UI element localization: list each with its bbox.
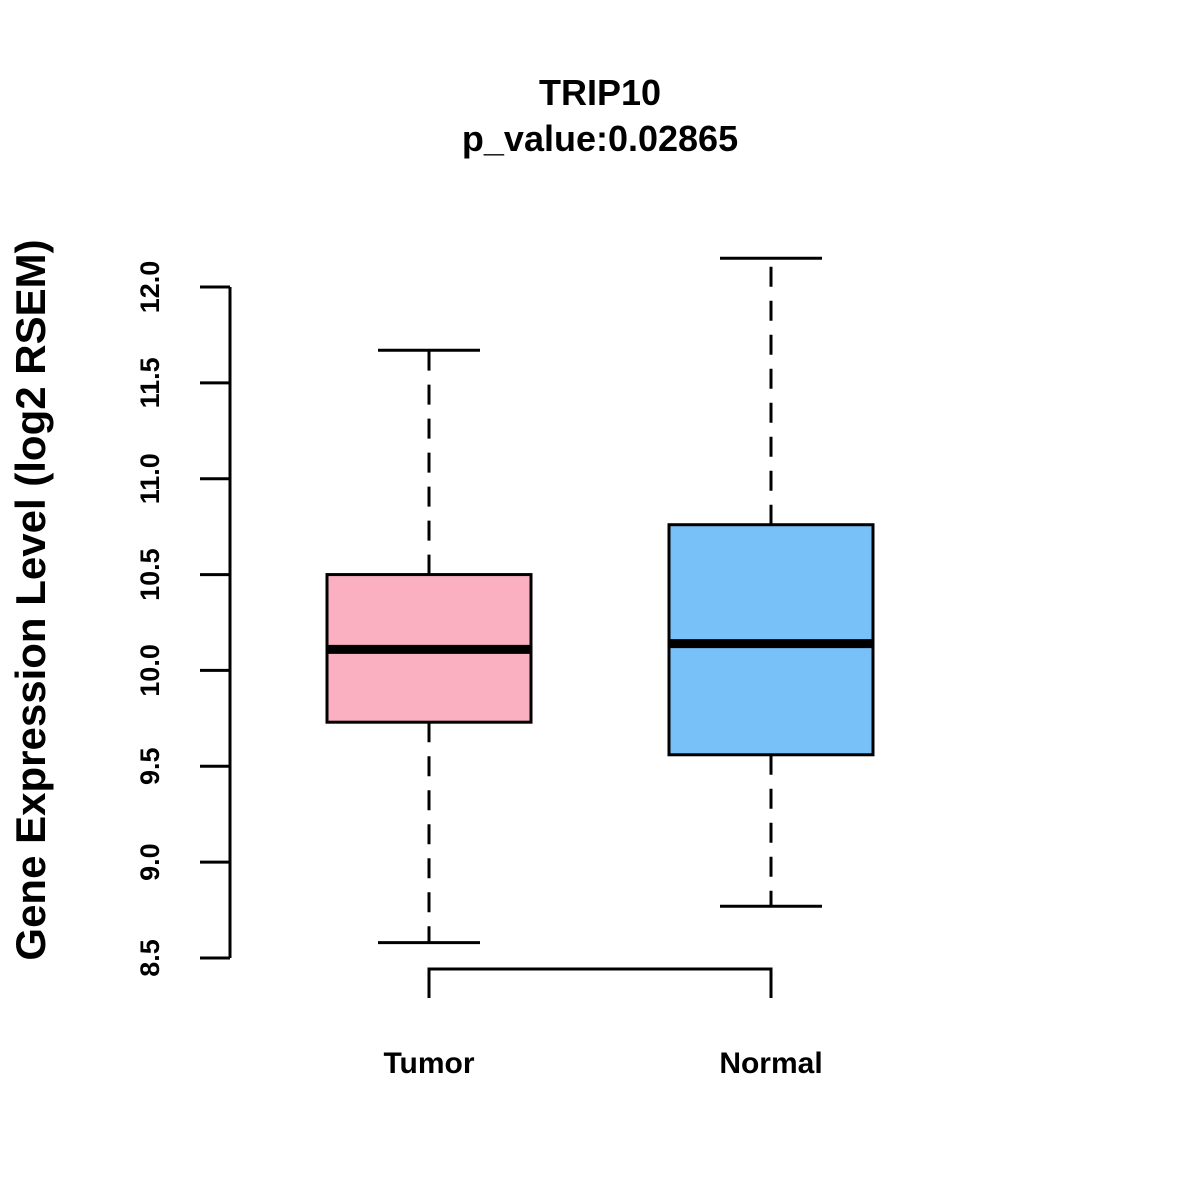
y-tick-label: 11.5 [135,357,165,408]
y-axis-ticks: 8.5 9.0 9.5 10.0 10.5 11.0 11.5 12.0 [135,261,230,977]
y-tick-label: 10.5 [135,548,165,601]
significance-bracket [427,967,773,998]
x-category-label: Normal [719,1047,822,1080]
chart-subtitle: p_value:0.02865 [462,118,738,159]
x-category-label: Tumor [383,1047,474,1080]
y-axis-label: Gene Expression Level (log2 RSEM) [7,239,54,960]
box-tumor: Tumor [325,348,533,1080]
y-tick-label: 9.0 [135,843,165,881]
y-tick-label: 9.5 [135,748,165,786]
bracket-line [427,967,773,998]
y-tick-label: 11.0 [135,453,165,504]
chart-title: TRIP10 [539,72,661,113]
boxes: Tumor Normal [325,256,875,1080]
y-tick-label: 8.5 [135,939,165,977]
box-normal: Normal [667,256,875,1080]
y-tick-label: 10.0 [135,644,165,697]
y-tick-label: 12.0 [135,261,165,314]
